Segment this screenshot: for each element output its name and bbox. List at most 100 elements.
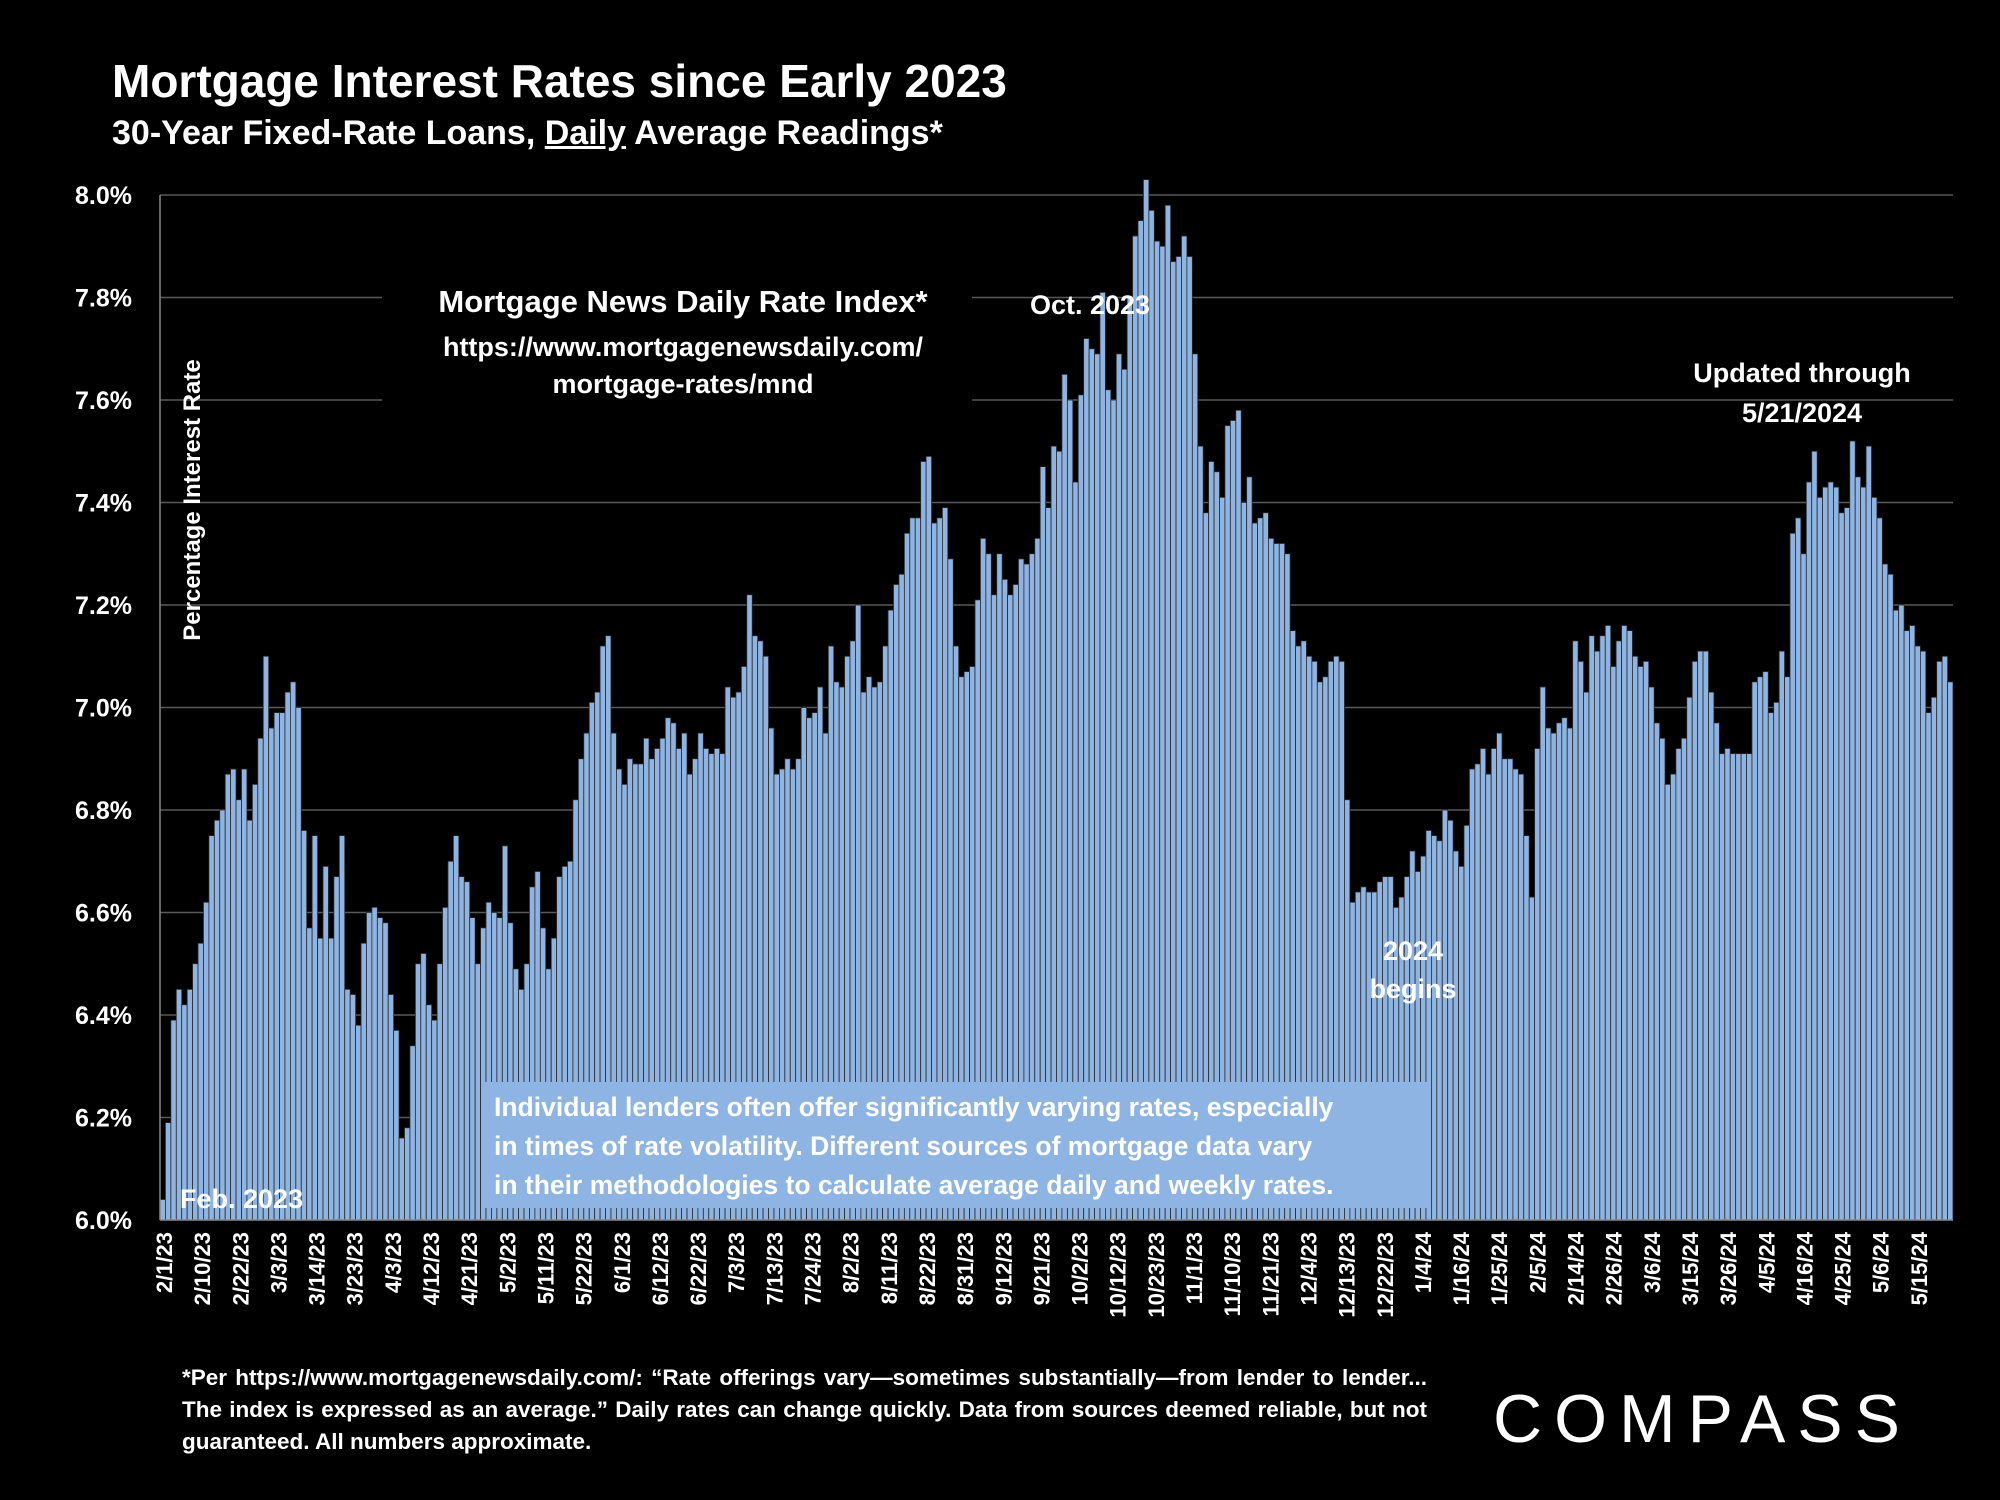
source-box bbox=[382, 278, 972, 408]
page-subtitle: 30-Year Fixed-Rate Loans, Daily Average … bbox=[112, 114, 943, 153]
y-tick-label: 7.8% bbox=[75, 285, 132, 313]
x-tick-label: 4/12/23 bbox=[419, 1232, 444, 1305]
x-tick-label: 7/13/23 bbox=[762, 1232, 787, 1305]
source-url-2: mortgage-rates/mnd bbox=[552, 369, 813, 399]
bar bbox=[192, 963, 199, 1221]
x-tick-label: 2/14/24 bbox=[1564, 1231, 1589, 1305]
x-tick-label: 12/13/23 bbox=[1335, 1232, 1360, 1318]
bar bbox=[1099, 291, 1106, 1221]
source-url-1: https://www.mortgagenewsdaily.com/ bbox=[443, 332, 924, 362]
start-label: Feb. 2023 bbox=[180, 1184, 303, 1214]
bar bbox=[1164, 204, 1172, 1221]
bar bbox=[1881, 563, 1889, 1221]
updated-label-1: Updated through bbox=[1693, 358, 1910, 388]
bar bbox=[355, 1024, 362, 1221]
x-tick-label: 6/22/23 bbox=[686, 1232, 711, 1305]
bar bbox=[203, 901, 210, 1221]
bar bbox=[289, 681, 297, 1221]
x-tick-label: 5/22/23 bbox=[572, 1232, 597, 1305]
x-tick-label: 8/11/23 bbox=[877, 1232, 902, 1304]
peak-label: Oct. 2023 bbox=[1030, 290, 1150, 320]
bar bbox=[1849, 440, 1856, 1221]
bar bbox=[1936, 660, 1943, 1221]
x-tick-label: 10/2/23 bbox=[1068, 1232, 1093, 1305]
bar bbox=[224, 773, 232, 1221]
bar bbox=[1789, 532, 1796, 1221]
x-tick-label: 9/12/23 bbox=[991, 1232, 1016, 1305]
x-tick-label: 3/26/24 bbox=[1716, 1231, 1741, 1305]
bar bbox=[306, 927, 313, 1221]
bar bbox=[1566, 727, 1574, 1221]
bar bbox=[208, 835, 215, 1221]
bar bbox=[1757, 676, 1764, 1221]
x-tick-label: 5/11/23 bbox=[534, 1232, 559, 1304]
bar bbox=[1860, 486, 1867, 1221]
bar bbox=[1691, 660, 1699, 1221]
bar bbox=[1561, 717, 1568, 1221]
bar bbox=[1132, 235, 1139, 1221]
note-line-1: Individual lenders often offer significa… bbox=[494, 1092, 1334, 1122]
bar bbox=[279, 712, 286, 1221]
x-tick-label: 12/4/23 bbox=[1297, 1232, 1322, 1305]
x-tick-label: 12/22/23 bbox=[1373, 1232, 1398, 1318]
y-tick-label: 7.0% bbox=[75, 695, 132, 723]
bar bbox=[1594, 650, 1601, 1221]
bar bbox=[1577, 660, 1584, 1221]
bar bbox=[311, 835, 318, 1221]
bar bbox=[322, 865, 329, 1221]
source-title: Mortgage News Daily Rate Index* bbox=[438, 284, 928, 319]
bar bbox=[360, 942, 367, 1221]
bar bbox=[1909, 625, 1916, 1221]
bar bbox=[447, 860, 454, 1221]
bar bbox=[1871, 496, 1878, 1221]
bar bbox=[1816, 496, 1824, 1221]
bar bbox=[213, 819, 221, 1221]
bar bbox=[1517, 773, 1525, 1221]
x-tick-label: 10/12/23 bbox=[1106, 1232, 1131, 1318]
bar bbox=[1827, 481, 1834, 1221]
bar bbox=[463, 881, 471, 1221]
bar bbox=[393, 1029, 400, 1221]
bar bbox=[1175, 256, 1182, 1221]
bar bbox=[1708, 691, 1715, 1221]
bar bbox=[1632, 655, 1639, 1221]
bar-series bbox=[159, 179, 1954, 1221]
bar bbox=[1441, 809, 1449, 1221]
bar bbox=[1126, 297, 1133, 1221]
bar bbox=[1653, 722, 1661, 1221]
bar bbox=[1930, 696, 1938, 1221]
year-label-1: 2024 bbox=[1383, 936, 1443, 966]
bar bbox=[1583, 691, 1590, 1221]
bar bbox=[1610, 666, 1617, 1221]
bar bbox=[409, 1045, 416, 1221]
x-tick-label: 5/15/24 bbox=[1907, 1231, 1932, 1305]
x-tick-label: 10/23/23 bbox=[1144, 1232, 1169, 1318]
bar bbox=[1523, 835, 1530, 1221]
x-tick-label: 5/6/24 bbox=[1869, 1231, 1894, 1293]
bar bbox=[284, 691, 291, 1221]
bar bbox=[1648, 686, 1655, 1221]
bar bbox=[431, 1019, 438, 1221]
bar bbox=[273, 712, 280, 1221]
bar bbox=[1555, 722, 1563, 1221]
bar bbox=[1920, 650, 1927, 1221]
bar bbox=[1186, 256, 1193, 1221]
bar bbox=[420, 953, 427, 1221]
updated-label-2: 5/21/2024 bbox=[1742, 398, 1862, 428]
bar bbox=[1805, 481, 1813, 1221]
bar bbox=[1778, 650, 1785, 1221]
bar bbox=[425, 1004, 433, 1221]
x-tick-label: 1/4/24 bbox=[1411, 1231, 1436, 1293]
bar bbox=[300, 830, 308, 1221]
bar bbox=[1485, 773, 1492, 1221]
bar bbox=[376, 917, 384, 1221]
x-tick-label: 7/3/23 bbox=[724, 1232, 749, 1293]
bar bbox=[1153, 240, 1161, 1221]
x-tick-label: 2/5/24 bbox=[1525, 1231, 1550, 1293]
x-tick-label: 2/26/24 bbox=[1602, 1231, 1627, 1305]
bar bbox=[1892, 609, 1900, 1221]
x-tick-label: 2/1/23 bbox=[152, 1232, 177, 1293]
x-tick-label: 1/16/24 bbox=[1449, 1231, 1474, 1305]
bar bbox=[251, 783, 259, 1221]
